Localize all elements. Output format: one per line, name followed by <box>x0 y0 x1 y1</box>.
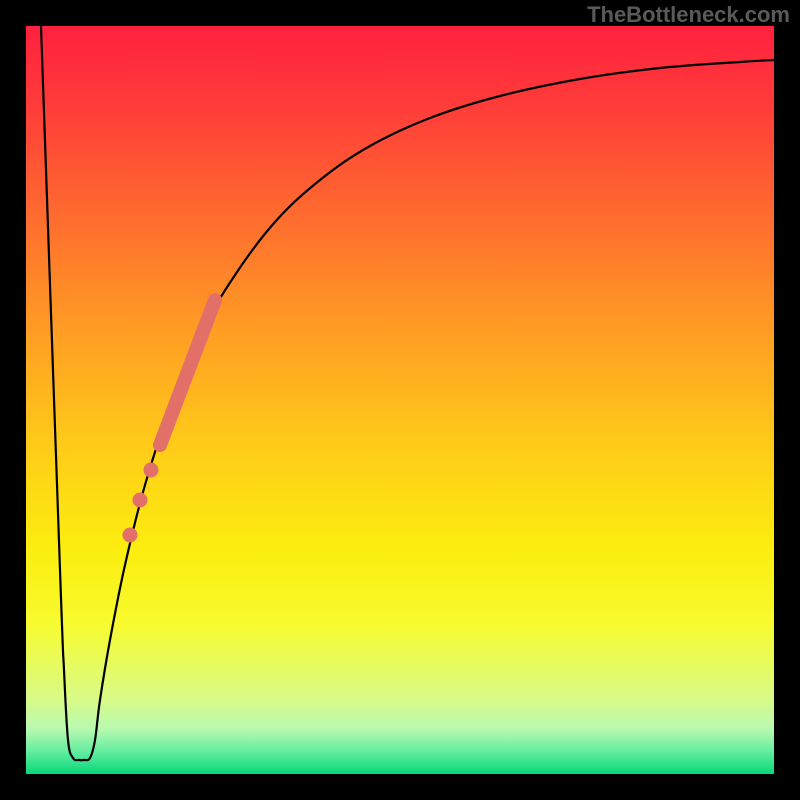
watermark-text: TheBottleneck.com <box>587 2 790 28</box>
highlight-dot <box>144 463 159 478</box>
bottleneck-chart <box>0 0 800 800</box>
highlight-dot <box>123 528 138 543</box>
chart-background <box>26 26 774 774</box>
highlight-dot <box>133 493 148 508</box>
